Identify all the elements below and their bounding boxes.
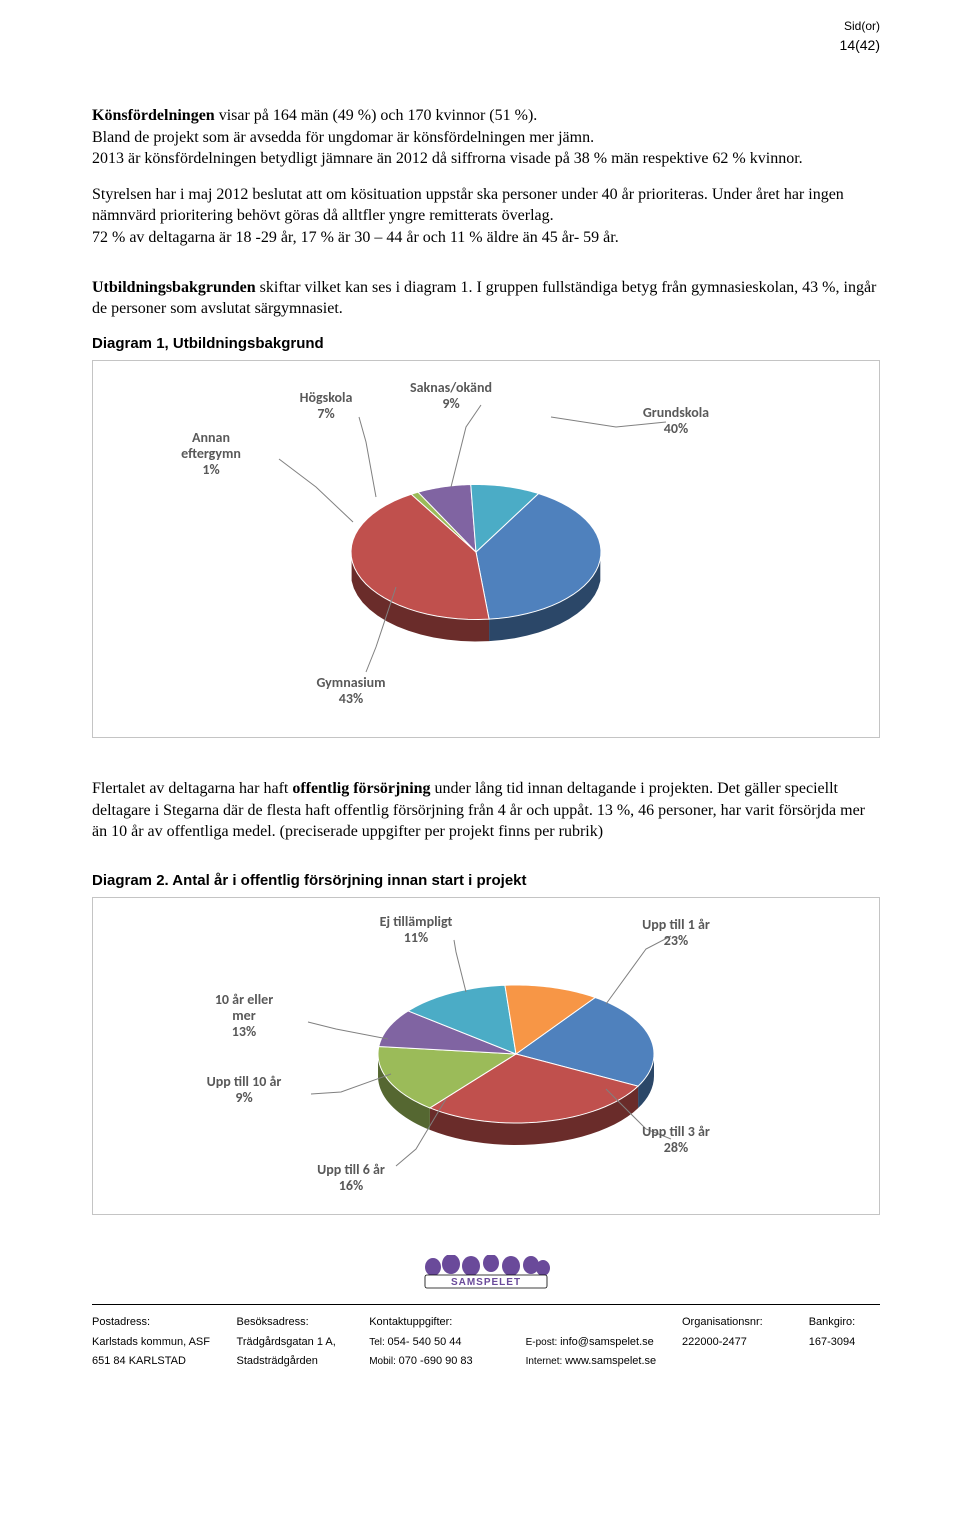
svg-text:11%: 11% — [404, 929, 428, 946]
footer-separator — [92, 1304, 880, 1305]
footer-cell: Besöksadress: — [237, 1315, 368, 1330]
footer-cell: 651 84 KARLSTAD — [92, 1354, 235, 1369]
footer-cell — [809, 1354, 880, 1369]
pie-chart-1: Grundskola40% Gymnasium43% Annaneftergymn1… — [141, 367, 831, 727]
p2-line: Styrelsen har i maj 2012 beslutat att om… — [92, 186, 844, 225]
p1-rest-1: visar på 164 män (49 %) och 170 kvinnor … — [215, 107, 538, 124]
footer-cell: Organisationsnr: — [682, 1315, 807, 1330]
svg-text:Gymnasium: Gymnasium — [316, 674, 385, 691]
paragraph-3: Utbildningsbakgrunden skiftar vilket kan… — [92, 277, 880, 320]
svg-text:Annan: Annan — [192, 429, 230, 446]
svg-text:1%: 1% — [202, 461, 219, 478]
svg-text:28%: 28% — [664, 1139, 688, 1156]
diagram-1-title: Diagram 1, Utbildningsbakgrund — [92, 334, 880, 354]
paragraph-1: Könsfördelningen visar på 164 män (49 %)… — [92, 105, 880, 170]
svg-text:mer: mer — [232, 1007, 255, 1024]
svg-text:Upp till 3 år: Upp till 3 år — [642, 1123, 710, 1140]
svg-text:Upp till 10 år: Upp till 10 år — [207, 1073, 282, 1090]
svg-text:23%: 23% — [664, 932, 688, 949]
footer-cell: Tel: 054- 540 50 44 — [369, 1335, 523, 1350]
diagram-2-title: Diagram 2. Antal år i offentlig försörjn… — [92, 871, 880, 891]
svg-text:Upp till 6 år: Upp till 6 år — [317, 1161, 385, 1178]
footer-cell: 222000-2477 — [682, 1335, 807, 1350]
svg-text:13%: 13% — [232, 1023, 256, 1040]
svg-text:Saknas/okänd: Saknas/okänd — [410, 379, 492, 396]
svg-text:40%: 40% — [664, 420, 688, 437]
paragraph-4: Flertalet av deltagarna har haft offentl… — [92, 778, 880, 843]
p1-line-3: 2013 är könsfördelningen betydligt jämna… — [92, 150, 803, 167]
footer-cell: 167-3094 — [809, 1335, 880, 1350]
footer-cell — [526, 1315, 680, 1330]
header-page-number: 14(42) — [92, 36, 880, 55]
svg-text:43%: 43% — [339, 690, 363, 707]
svg-text:10 år eller: 10 år eller — [215, 991, 273, 1008]
svg-text:7%: 7% — [317, 405, 334, 422]
p1-line-2: Bland de projekt som är avsedda för ungd… — [92, 129, 594, 146]
footer-cell — [682, 1354, 807, 1369]
svg-text:9%: 9% — [442, 395, 459, 412]
footer-cell: Mobil: 070 -690 90 83 — [369, 1354, 523, 1369]
footer-cell: Kontaktuppgifter: — [369, 1315, 523, 1330]
footer-cell: Trädgårdsgatan 1 A, — [237, 1335, 368, 1350]
diagram-1-chart: Grundskola40% Gymnasium43% Annaneftergymn1… — [92, 360, 880, 738]
footer-cell: Stadsträdgården — [237, 1354, 368, 1369]
svg-text:9%: 9% — [235, 1089, 252, 1106]
diagram-2-chart: Upp till 1 år23% Upp till 3 år28% Upp till… — [92, 897, 880, 1215]
paragraph-2: Styrelsen har i maj 2012 beslutat att om… — [92, 184, 880, 249]
p4-a: Flertalet av deltagarna har haft — [92, 780, 292, 797]
svg-text:Upp till 1 år: Upp till 1 år — [642, 916, 710, 933]
footer-cell: E-post: info@samspelet.se — [526, 1335, 680, 1350]
svg-text:Grundskola: Grundskola — [643, 404, 709, 421]
svg-text:Ej tillämpligt: Ej tillämpligt — [380, 913, 453, 930]
svg-text:16%: 16% — [339, 1177, 363, 1194]
footer-cell: Karlstads kommun, ASF — [92, 1335, 235, 1350]
footer-cell: Bankgiro: — [809, 1315, 880, 1330]
footer-table: Postadress:Besöksadress:Kontaktuppgifter… — [92, 1315, 880, 1370]
p2b-line: 72 % av deltagarna är 18 -29 år, 17 % är… — [92, 229, 619, 246]
footer-cell: Postadress: — [92, 1315, 235, 1330]
header-sidor: Sid(or) — [92, 18, 880, 34]
footer-cell: Internet: www.samspelet.se — [526, 1354, 680, 1369]
svg-text:SAMSPELET: SAMSPELET — [451, 1277, 521, 1288]
footer-logo: SAMSPELET — [92, 1255, 880, 1298]
svg-text:eftergymn: eftergymn — [181, 445, 241, 462]
svg-text:Högskola: Högskola — [300, 389, 353, 406]
pie-chart-2: Upp till 1 år23% Upp till 3 år28% Upp till… — [136, 904, 836, 1204]
p4-b: offentlig försörjning — [292, 780, 430, 797]
p1-lead-bold: Könsfördelningen — [92, 107, 215, 124]
p3-lead-bold: Utbildningsbakgrunden — [92, 279, 256, 296]
